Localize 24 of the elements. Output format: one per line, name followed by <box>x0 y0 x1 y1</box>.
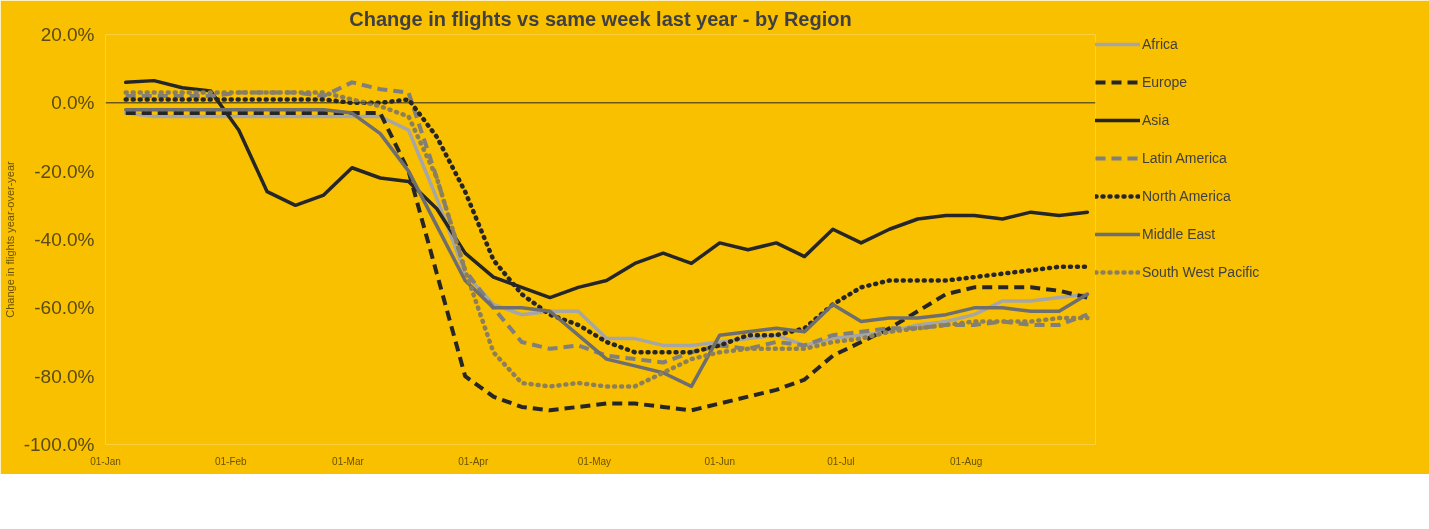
y-tick-label: -80.0% <box>34 365 95 387</box>
x-tick-label: 01-Aug <box>950 455 983 467</box>
y-tick-label: -40.0% <box>34 229 95 250</box>
legend-label: Latin America <box>1142 150 1227 166</box>
legend-label: South West Pacific <box>1142 264 1260 280</box>
legend-label: Europe <box>1142 74 1188 90</box>
x-tick-label: 01-Jan <box>90 455 121 467</box>
x-tick-label: 01-May <box>577 455 612 467</box>
y-tick-label: -100.0% <box>23 434 95 455</box>
legend-label: Middle East <box>1142 226 1216 242</box>
y-tick-label: -20.0% <box>34 160 95 182</box>
chart-title: Change in flights vs same week last year - by Region <box>349 7 852 30</box>
y-tick-label: -60.0% <box>34 297 95 319</box>
x-tick-label: 01-Apr <box>458 455 489 467</box>
legend-label: North America <box>1142 188 1231 204</box>
y-tick-label: 20.0% <box>40 24 95 45</box>
x-tick-label: 01-Feb <box>214 455 248 467</box>
x-tick-label: 01-Jul <box>827 455 855 467</box>
y-axis-title: Change in flights year-over-year <box>3 160 16 318</box>
legend-label: Africa <box>1142 36 1178 52</box>
x-tick-label: 01-Mar <box>332 455 365 467</box>
legend-label: Asia <box>1142 112 1170 128</box>
y-tick-label: 0.0% <box>51 92 95 114</box>
x-tick-label: 01-Jun <box>704 455 735 467</box>
